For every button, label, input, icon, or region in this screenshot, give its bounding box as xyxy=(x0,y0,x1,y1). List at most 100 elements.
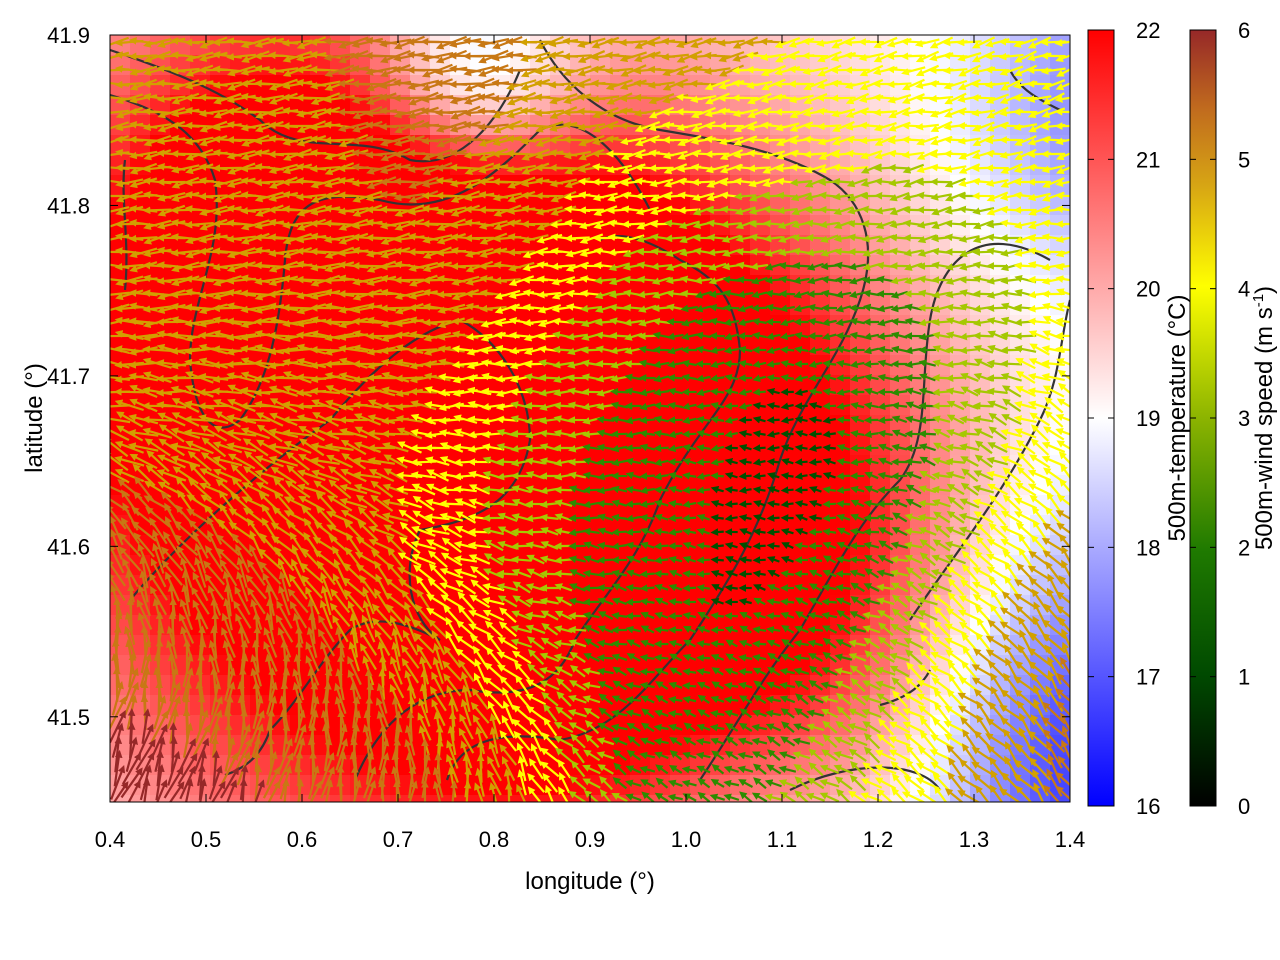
temperature-cell xyxy=(390,535,411,556)
temperature-cell xyxy=(710,675,731,696)
wind-arrow xyxy=(680,289,699,298)
wind-arrow xyxy=(724,514,738,522)
temperature-cell xyxy=(590,315,611,336)
temperature-cell xyxy=(770,295,791,316)
wind-arrow xyxy=(610,387,629,396)
wind-arrow xyxy=(957,121,981,130)
temperature-cell xyxy=(330,295,351,316)
wind-arrow xyxy=(836,486,851,494)
wind-arrow xyxy=(904,374,922,382)
wind-arrow xyxy=(931,373,951,382)
temperature-cell xyxy=(610,595,631,616)
temperature-cell xyxy=(810,475,831,496)
temperature-cell xyxy=(690,475,711,496)
temperature-cell xyxy=(370,615,391,636)
temperature-cell xyxy=(750,775,771,796)
wind-arrow xyxy=(749,247,769,256)
temperature-cell xyxy=(270,35,291,56)
temperature-cell xyxy=(530,455,551,476)
temperature-cell xyxy=(430,695,451,716)
temperature-cell xyxy=(930,315,951,336)
temperature-cell xyxy=(1010,35,1031,56)
temperature-cell xyxy=(730,735,751,756)
wind-arrow xyxy=(452,401,478,410)
temperature-cell xyxy=(330,435,351,456)
temperature-cell xyxy=(550,455,571,476)
temperature-cell xyxy=(890,555,911,576)
temperature-cell xyxy=(730,595,751,616)
temperature-cell xyxy=(110,655,131,676)
temperature-cell xyxy=(970,155,991,176)
wind-arrow xyxy=(667,514,683,522)
wind-arrow xyxy=(850,458,865,466)
temperature-cell xyxy=(730,755,751,776)
temperature-cell xyxy=(990,535,1011,556)
temperature-cell xyxy=(630,575,651,596)
temperature-cell xyxy=(950,335,971,356)
wind-arrow xyxy=(254,178,285,187)
temperature-cell xyxy=(110,635,131,656)
temperature-cell xyxy=(230,695,251,716)
wind-arrow xyxy=(861,219,882,228)
temperature-cell xyxy=(670,335,691,356)
temperature-cell xyxy=(690,295,711,316)
wind-arrow xyxy=(653,486,669,494)
wind-arrow xyxy=(875,248,895,257)
temperature-cell xyxy=(650,435,671,456)
temperature-cell xyxy=(610,335,631,356)
temperature-cell xyxy=(910,195,931,216)
wind-arrow xyxy=(942,51,968,60)
temperature-cell xyxy=(830,455,851,476)
temperature-cell xyxy=(810,315,831,336)
temperature-cell xyxy=(490,595,511,616)
temperature-cell xyxy=(190,175,211,196)
temperature-cell xyxy=(470,295,491,316)
temperature-cell xyxy=(710,35,731,56)
wind-arrow xyxy=(453,472,477,481)
wind-arrow xyxy=(696,500,711,508)
temperature-cell xyxy=(1010,335,1031,356)
wind-arrow xyxy=(872,93,898,102)
temperature-cell xyxy=(550,475,571,496)
temperature-cell xyxy=(330,315,351,336)
wind-arrow xyxy=(652,346,670,354)
temperature-cell xyxy=(970,195,991,216)
temperature-cell xyxy=(450,275,471,296)
wind-arrow xyxy=(794,444,808,452)
wind-arrow xyxy=(682,471,697,480)
wind-arrow xyxy=(566,317,589,326)
wind-arrow xyxy=(959,429,980,438)
plot-area: 0.4 0.5 0.6 0.7 0.8 0.9 1.0 1.1 1.2 1.3 1.4 41.541… xyxy=(47,23,1085,852)
temperature-cell xyxy=(610,455,631,476)
temperature-cell xyxy=(390,775,411,796)
temperature-cell xyxy=(490,435,511,456)
wind-arrow xyxy=(267,373,299,382)
wind-arrow xyxy=(821,346,837,355)
wind-arrow xyxy=(877,416,893,424)
wind-arrow xyxy=(553,556,573,565)
wind-arrow xyxy=(668,598,683,606)
wind-arrow xyxy=(710,514,724,522)
temperature-cell xyxy=(130,515,151,536)
wind-arrow xyxy=(738,486,752,494)
temperature-cell xyxy=(610,475,631,496)
temperature-cell xyxy=(130,535,151,556)
wind-arrow xyxy=(738,472,752,480)
wind-arrow xyxy=(745,65,773,74)
temperature-cell xyxy=(210,495,231,516)
wind-arrow xyxy=(550,262,576,271)
wind-arrow xyxy=(835,570,851,578)
temperature-cell xyxy=(270,535,291,556)
temperature-cell xyxy=(930,435,951,456)
wind-arrow xyxy=(710,430,725,438)
temperature-cell xyxy=(710,555,731,576)
temperature-cell xyxy=(970,295,991,316)
wind-arrow xyxy=(710,458,725,466)
wind-arrow xyxy=(691,178,715,187)
temperature-cell xyxy=(950,295,971,316)
wind-arrow xyxy=(689,79,717,88)
temperature-cell xyxy=(570,295,591,316)
temperature-cell xyxy=(550,555,571,576)
temperature-cell xyxy=(770,275,791,296)
temperature-cell xyxy=(610,735,631,756)
